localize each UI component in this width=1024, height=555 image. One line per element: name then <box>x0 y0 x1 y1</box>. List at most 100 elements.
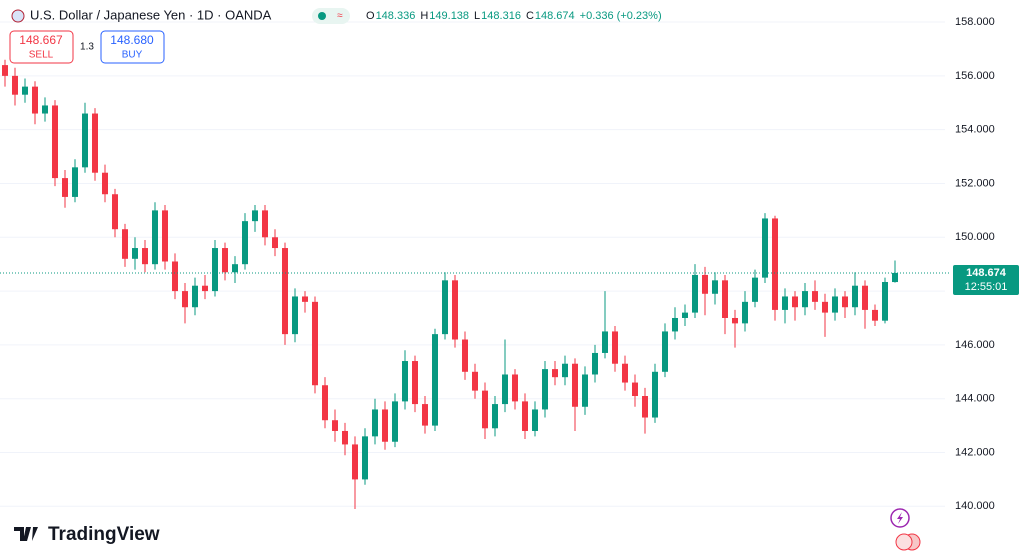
candle-body <box>792 296 798 308</box>
candle-body <box>42 105 48 114</box>
sell-button[interactable] <box>9 30 74 64</box>
candle-body <box>72 167 78 197</box>
last-price-box <box>953 264 1019 295</box>
flag-icon <box>11 9 25 23</box>
ohlc-value: 149.138 <box>429 10 469 22</box>
candle-body <box>132 248 138 259</box>
countdown-label: 12:55:01 <box>965 281 1008 293</box>
candle-body <box>152 210 158 265</box>
candle-body <box>412 361 418 405</box>
candle-body <box>252 210 258 222</box>
candle-body <box>492 404 498 429</box>
candle-body <box>392 401 398 442</box>
candle-body <box>32 86 38 114</box>
candle-body <box>652 371 658 418</box>
candle-body <box>102 172 108 195</box>
candle-body <box>862 285 868 310</box>
candle-body <box>62 178 68 197</box>
status-pill[interactable] <box>312 8 350 24</box>
y-tick-label: 140.000 <box>955 500 995 512</box>
candle-body <box>262 210 268 238</box>
candle-body <box>572 363 578 407</box>
candle-body <box>382 409 388 442</box>
candle-body <box>842 296 848 308</box>
candle-body <box>522 401 528 431</box>
candle-body <box>442 280 448 335</box>
candle-body <box>482 390 488 429</box>
y-tick-label: 144.000 <box>955 393 995 405</box>
candle-body <box>642 396 648 418</box>
candle-body <box>192 285 198 308</box>
candle-body <box>662 331 668 372</box>
candle-body <box>232 264 238 273</box>
grid <box>0 21 945 507</box>
candle-body <box>182 291 188 308</box>
candle-body <box>532 409 538 431</box>
ohlc-value: 148.674 <box>535 10 575 22</box>
candle-body <box>52 105 58 179</box>
candle-body <box>692 274 698 313</box>
candle-body <box>2 65 8 76</box>
candle-body <box>142 248 148 265</box>
candle-body <box>22 86 28 95</box>
candle-body <box>722 280 728 318</box>
candle-body <box>212 248 218 292</box>
candle-body <box>292 296 298 335</box>
candle-body <box>82 113 88 168</box>
candle-body <box>312 301 318 386</box>
sell-label: SELL <box>29 50 54 61</box>
candle-body <box>582 374 588 407</box>
candle-body <box>242 221 248 265</box>
candle-body <box>362 436 368 480</box>
candle-body <box>322 385 328 421</box>
chart-title: U.S. Dollar / Japanese Yen · 1D · OANDA <box>30 7 272 22</box>
candle-body <box>832 296 838 313</box>
candle-body <box>282 248 288 335</box>
ohlc-legend: O 148.336 H 149.138 L 148.316 C 148.674 +0.336 (… <box>366 10 662 22</box>
y-tick-label: 152.000 <box>955 177 995 189</box>
ohlc-key: O <box>366 10 375 22</box>
candle-body <box>542 369 548 410</box>
status-dot <box>318 12 326 20</box>
spread: 1.3 <box>80 42 94 53</box>
candle-body <box>472 371 478 391</box>
candle-body <box>682 312 688 318</box>
ohlc-key: L <box>474 10 480 22</box>
candle-body <box>502 374 508 405</box>
candle-body <box>852 285 858 308</box>
ohlc-change: +0.336 (+0.23%) <box>580 10 662 22</box>
candle-body <box>202 285 208 292</box>
candle-body <box>672 317 678 332</box>
y-tick-label: 142.000 <box>955 446 995 458</box>
sell-price: 148.667 <box>19 33 63 47</box>
brand-logo <box>14 527 38 541</box>
candle-body <box>462 339 468 372</box>
candle-body <box>802 291 808 308</box>
candle-body <box>222 248 228 273</box>
event-icon[interactable] <box>895 533 913 551</box>
candle-body <box>122 229 128 259</box>
y-tick-label: 156.000 <box>955 70 995 82</box>
candle-body <box>552 369 558 378</box>
ohlc-key: C <box>526 10 534 22</box>
candle-body <box>772 218 778 310</box>
candle-body <box>562 363 568 378</box>
plot <box>0 59 950 509</box>
ohlc-key: H <box>420 10 428 22</box>
candle-body <box>92 113 98 173</box>
candle-body <box>702 274 708 294</box>
ohlc-value: 148.336 <box>376 10 416 22</box>
candle-body <box>752 277 758 302</box>
candle-body <box>812 291 818 302</box>
price-axis: 140.000142.000144.000146.000148.000150.0… <box>953 16 1019 512</box>
candle-body <box>732 317 738 324</box>
last-price-label: 148.674 <box>966 267 1007 279</box>
y-tick-label: 154.000 <box>955 124 995 136</box>
candle-body <box>622 363 628 383</box>
candle-body <box>422 404 428 426</box>
buy-button[interactable] <box>100 30 165 64</box>
candle-body <box>882 281 888 321</box>
candle-body <box>402 361 408 402</box>
buy-price: 148.680 <box>110 33 154 47</box>
